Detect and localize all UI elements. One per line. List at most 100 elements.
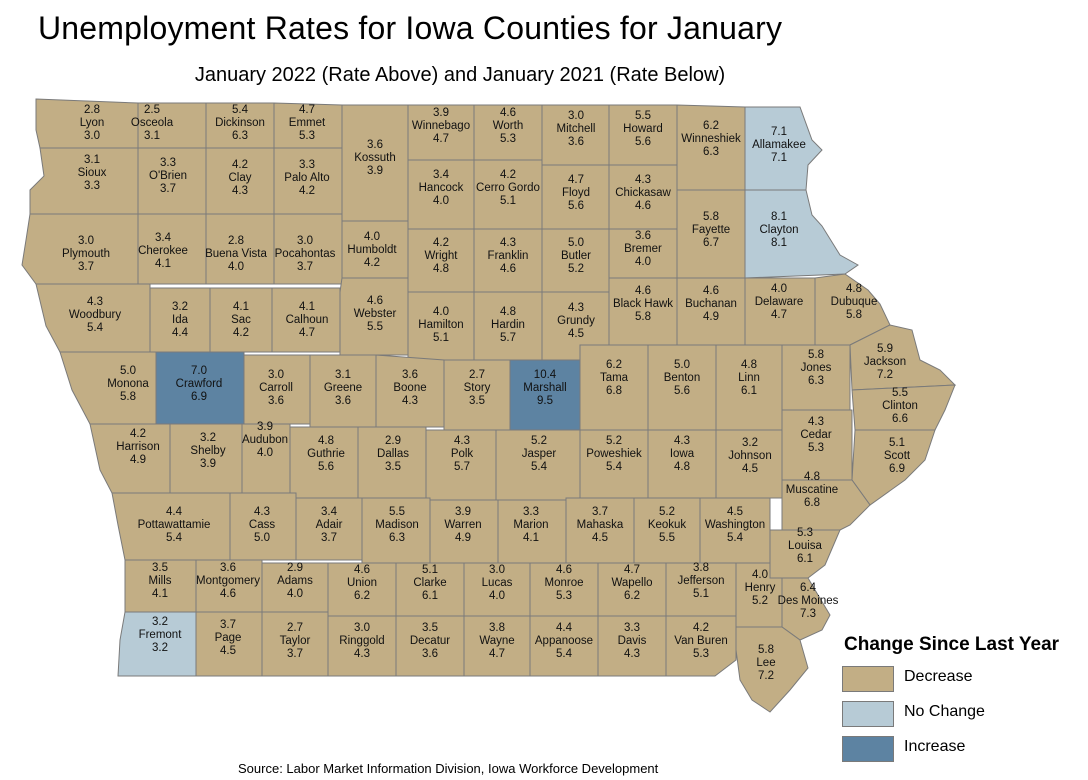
county-name: Lyon	[80, 117, 105, 129]
county-rate-2021: 4.9	[703, 311, 719, 323]
county-rate-2021: 4.2	[364, 257, 380, 269]
county-name: Webster	[354, 308, 397, 320]
legend-swatch-increase	[842, 736, 894, 762]
county-rate-2022: 4.7	[299, 104, 315, 116]
county-rate-2022: 8.1	[771, 211, 787, 223]
county-rate-2021: 4.1	[152, 588, 168, 600]
county-name: Wright	[424, 250, 458, 262]
county-rate-2022: 3.9	[433, 107, 449, 119]
county-name: Davis	[618, 635, 647, 647]
county-name: Winneshiek	[681, 133, 741, 145]
county-rate-2022: 5.1	[889, 437, 905, 449]
county-rate-2021: 4.6	[500, 263, 516, 275]
county-name: Marion	[513, 519, 548, 531]
county-rate-2021: 5.3	[693, 648, 709, 660]
county-rate-2022: 4.6	[703, 285, 719, 297]
county-rate-2022: 7.0	[191, 365, 207, 377]
county-rate-2021: 4.5	[220, 645, 236, 657]
county-name: Iowa	[670, 448, 695, 460]
county-rate-2021: 4.6	[635, 200, 651, 212]
county-rate-2022: 2.8	[228, 235, 244, 247]
county-name: Hancock	[419, 182, 464, 194]
county-name: Monroe	[545, 577, 584, 589]
county-rate-2022: 3.1	[84, 154, 100, 166]
county-name: Humboldt	[347, 244, 397, 256]
county-rate-2021: 5.6	[674, 385, 690, 397]
county-name: Buena Vista	[205, 248, 267, 260]
county-rate-2021: 3.1	[144, 130, 160, 142]
county-name: Story	[464, 382, 491, 394]
county-name: Poweshiek	[586, 448, 642, 460]
county-rate-2022: 4.6	[635, 285, 651, 297]
county-rate-2021: 4.3	[232, 185, 248, 197]
county-rate-2022: 3.2	[172, 301, 188, 313]
county-rate-2022: 2.9	[287, 562, 303, 574]
county-rate-2022: 3.7	[592, 506, 608, 518]
county-rate-2021: 7.1	[771, 152, 787, 164]
county-rate-2021: 5.6	[568, 200, 584, 212]
county-rate-2021: 6.9	[889, 463, 905, 475]
county-rate-2022: 2.8	[84, 104, 100, 116]
county-rate-2022: 5.9	[877, 343, 893, 355]
county-rate-2021: 5.8	[846, 309, 862, 321]
county-name: Adair	[316, 519, 343, 531]
county-rate-2022: 4.3	[254, 506, 270, 518]
county-rate-2022: 4.3	[500, 237, 516, 249]
county-rate-2022: 3.8	[693, 562, 709, 574]
county-rate-2021: 5.1	[433, 332, 449, 344]
county-rate-2022: 6.4	[800, 582, 817, 594]
county-rate-2021: 5.3	[556, 590, 572, 602]
county-name: Calhoun	[286, 314, 329, 326]
county-rate-2022: 5.2	[659, 506, 675, 518]
county-rate-2021: 6.1	[797, 553, 813, 565]
county-rate-2022: 3.5	[422, 622, 438, 634]
county-name: Butler	[561, 250, 591, 262]
county-rate-2022: 3.6	[367, 139, 383, 151]
county-rate-2021: 5.3	[299, 130, 315, 142]
county-rate-2021: 4.3	[402, 395, 418, 407]
county-rate-2022: 4.7	[568, 174, 584, 186]
county-name: Mahaska	[577, 519, 624, 531]
county-rate-2022: 4.8	[804, 471, 820, 483]
county-name: Tama	[600, 372, 629, 384]
county-rate-2021: 5.4	[87, 322, 104, 334]
county-name: Jones	[801, 362, 832, 374]
county-name: Crawford	[176, 378, 223, 390]
county-rate-2021: 6.1	[741, 385, 757, 397]
county-name: O'Brien	[149, 170, 187, 182]
county-rate-2021: 6.1	[422, 590, 438, 602]
county-rate-2021: 4.8	[433, 263, 449, 275]
county-rate-2021: 5.1	[500, 195, 516, 207]
county-rate-2022: 4.0	[364, 231, 380, 243]
county-rate-2021: 6.3	[232, 130, 248, 142]
legend-swatch-decrease	[842, 666, 894, 692]
county-rate-2022: 4.4	[556, 622, 573, 634]
county-name: Cass	[249, 519, 275, 531]
legend-label-no-change: No Change	[904, 703, 985, 720]
county-rate-2022: 4.8	[318, 435, 334, 447]
county-fremont	[117, 611, 197, 677]
county-rate-2022: 3.3	[160, 157, 176, 169]
county-rate-2022: 5.8	[758, 644, 774, 656]
county-rate-2021: 8.1	[771, 237, 787, 249]
county-name: Polk	[451, 448, 474, 460]
county-rate-2021: 4.3	[354, 648, 370, 660]
county-rate-2021: 4.3	[624, 648, 640, 660]
county-rate-2021: 4.9	[130, 454, 146, 466]
county-rate-2021: 4.0	[228, 261, 244, 273]
county-rate-2021: 4.6	[220, 588, 236, 600]
legend-label-decrease: Decrease	[904, 668, 973, 685]
county-rate-2021: 4.8	[674, 461, 690, 473]
county-rate-2022: 3.4	[433, 169, 450, 181]
county-rate-2022: 3.2	[200, 432, 216, 444]
county-name: Clayton	[760, 224, 799, 236]
county-name: Louisa	[788, 540, 822, 552]
county-rate-2021: 3.9	[200, 458, 216, 470]
county-rate-2022: 4.2	[433, 237, 449, 249]
county-rate-2022: 5.5	[635, 110, 651, 122]
county-rate-2021: 5.8	[120, 391, 136, 403]
county-rate-2021: 4.0	[489, 590, 505, 602]
county-name: Chickasaw	[615, 187, 671, 199]
county-name: Pottawattamie	[138, 519, 211, 531]
county-rate-2021: 3.7	[297, 261, 313, 273]
